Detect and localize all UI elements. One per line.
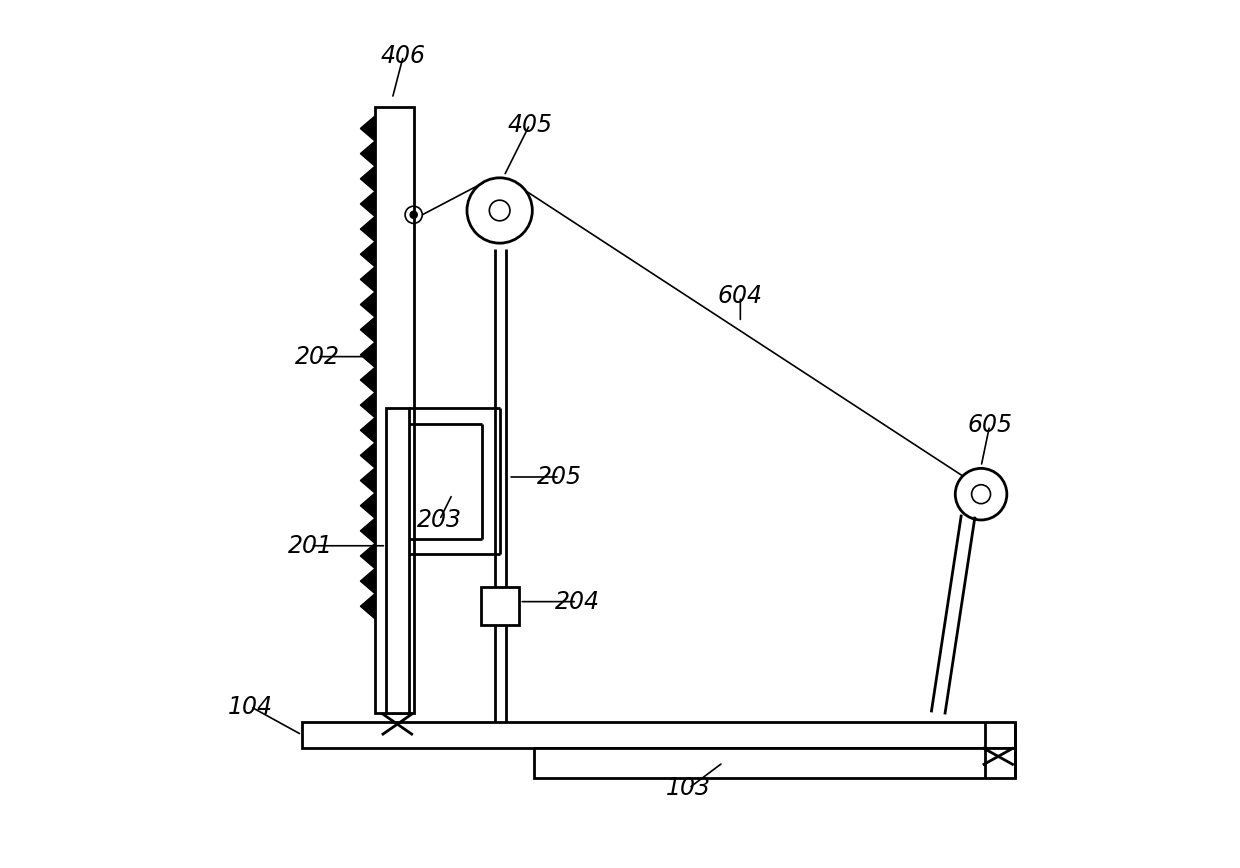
Text: 201: 201 — [288, 534, 334, 558]
Bar — [534, 747, 1016, 778]
Polygon shape — [361, 418, 374, 443]
Polygon shape — [361, 543, 374, 569]
Polygon shape — [361, 141, 374, 166]
Polygon shape — [361, 166, 374, 191]
Polygon shape — [361, 367, 374, 392]
Polygon shape — [361, 392, 374, 418]
Bar — [301, 722, 1016, 747]
Text: 604: 604 — [718, 285, 763, 308]
Text: 405: 405 — [507, 113, 552, 136]
Text: 205: 205 — [537, 465, 583, 489]
Text: 104: 104 — [228, 694, 273, 719]
Bar — [386, 408, 409, 713]
Text: 605: 605 — [967, 413, 1012, 437]
Text: 203: 203 — [417, 508, 463, 532]
Polygon shape — [361, 317, 374, 342]
Polygon shape — [361, 594, 374, 619]
Polygon shape — [361, 569, 374, 594]
Text: 406: 406 — [381, 43, 425, 68]
Text: 202: 202 — [295, 345, 340, 369]
Polygon shape — [361, 191, 374, 216]
Polygon shape — [361, 468, 374, 493]
Polygon shape — [361, 216, 374, 241]
Polygon shape — [361, 493, 374, 518]
Text: 103: 103 — [666, 776, 712, 800]
Polygon shape — [361, 266, 374, 292]
Polygon shape — [361, 518, 374, 543]
Circle shape — [410, 211, 417, 218]
Polygon shape — [361, 443, 374, 468]
Bar — [374, 108, 414, 713]
Text: 204: 204 — [554, 589, 599, 614]
Polygon shape — [361, 342, 374, 367]
Polygon shape — [361, 241, 374, 266]
Polygon shape — [361, 292, 374, 317]
Polygon shape — [361, 116, 374, 141]
Bar — [481, 587, 518, 625]
